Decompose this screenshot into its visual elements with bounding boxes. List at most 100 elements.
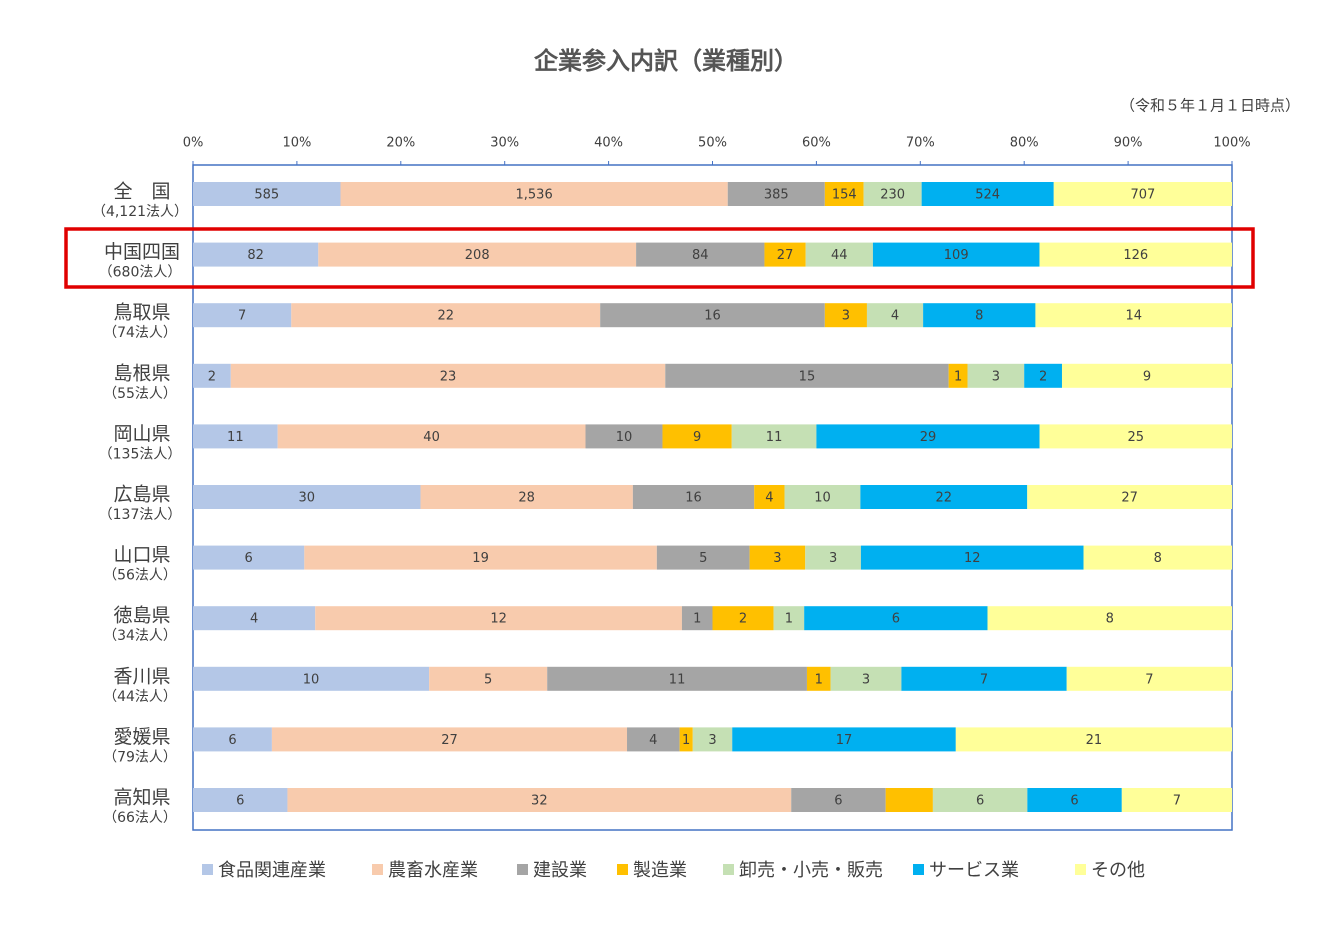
data-label: 17 [836, 733, 853, 748]
category-sublabel: （55法人） [103, 386, 177, 402]
data-label: 5 [699, 551, 707, 566]
bar-segment [193, 182, 341, 206]
bar-segment [824, 182, 864, 206]
bar-segment [921, 182, 1054, 206]
data-label: 8 [1154, 551, 1162, 566]
bar-segment [547, 666, 807, 691]
data-label: 126 [1123, 248, 1148, 263]
bar-segment [1039, 424, 1232, 449]
bar-segment [1061, 363, 1232, 388]
data-label: 154 [832, 188, 857, 203]
category-sublabel: （74法人） [103, 325, 177, 341]
bar-segment [749, 545, 806, 570]
legend-label: 卸売・小売・販売 [739, 860, 883, 881]
bar-segment [193, 424, 278, 449]
legend-swatch [723, 864, 734, 875]
data-label: 230 [880, 188, 905, 203]
data-label: 1 [815, 672, 823, 687]
legend-swatch [202, 864, 213, 875]
bar-segment [656, 545, 750, 570]
data-label: 6 [976, 794, 984, 809]
bar-segment [885, 788, 933, 812]
data-label: 22 [437, 309, 454, 324]
category-label: 岡山県 [113, 423, 170, 445]
data-label: 8 [975, 309, 983, 324]
data-label: 3 [829, 551, 837, 566]
x-tick-label: 90% [1114, 136, 1143, 151]
bar-segment [627, 727, 680, 752]
data-label: 21 [1086, 733, 1103, 748]
bar-segment [291, 303, 601, 328]
data-label: 1 [693, 612, 701, 627]
category-label: 島根県 [113, 362, 170, 384]
data-label: 14 [1125, 309, 1142, 324]
bar-segment [193, 485, 421, 509]
bar-segment [764, 242, 806, 267]
bar-segment [987, 606, 1232, 631]
bar-segment [791, 788, 886, 812]
bar-segment [692, 727, 733, 752]
bar-segment [816, 424, 1040, 449]
data-label: 29 [920, 430, 937, 445]
legend-swatch [1075, 864, 1086, 875]
data-label: 4 [250, 612, 258, 627]
data-label: 16 [704, 309, 721, 324]
data-label: 84 [692, 248, 709, 263]
data-label: 11 [227, 430, 244, 445]
data-label: 524 [975, 188, 1000, 203]
data-label: 2 [739, 612, 747, 627]
bar-segment [193, 303, 292, 328]
data-label: 7 [238, 309, 246, 324]
bar-segment [318, 242, 637, 267]
data-label: 1 [785, 612, 793, 627]
data-label: 2 [208, 369, 216, 384]
bar-segment [754, 485, 785, 509]
bar-segment [1024, 363, 1062, 388]
bar-segment [805, 242, 873, 267]
bar-segment [806, 666, 831, 691]
data-label: 4 [649, 733, 657, 748]
data-label: 7 [1145, 672, 1153, 687]
legend-label: 製造業 [633, 860, 687, 881]
data-label: 10 [616, 430, 633, 445]
legend-swatch [617, 864, 628, 875]
category-sublabel: （680法人） [99, 265, 182, 281]
bar-segment [732, 727, 956, 752]
bar-segment [967, 363, 1025, 388]
data-label: 16 [685, 491, 702, 506]
x-tick-label: 20% [386, 136, 415, 151]
data-label: 28 [518, 491, 535, 506]
data-label: 6 [236, 794, 244, 809]
highlight-box [64, 227, 1255, 289]
data-label: 10 [814, 491, 831, 506]
data-label: 109 [944, 248, 969, 263]
data-label: 27 [777, 248, 794, 263]
bar-segment [830, 666, 902, 691]
data-label: 10 [303, 672, 320, 687]
bar-segment [636, 242, 765, 267]
data-label: 6 [1070, 794, 1078, 809]
data-label: 1,536 [516, 188, 553, 203]
data-label: 7 [1173, 794, 1181, 809]
data-label: 25 [1128, 430, 1145, 445]
x-tick-label: 40% [594, 136, 623, 151]
data-label: 3 [708, 733, 716, 748]
data-label: 3 [862, 672, 870, 687]
data-label: 6 [228, 733, 236, 748]
bar-segment [1053, 182, 1232, 206]
bar-segment [287, 788, 792, 812]
bar-segment [230, 363, 666, 388]
bar-segment [193, 666, 430, 691]
chart-subtitle: （令和５年１月１日時点） [1120, 97, 1300, 115]
bar-segment [193, 788, 288, 812]
data-label: 19 [472, 551, 489, 566]
category-sublabel: （137法人） [99, 507, 182, 523]
bar-segment [901, 666, 1067, 691]
bar-segment [1066, 666, 1232, 691]
category-sublabel: （135法人） [99, 446, 182, 462]
data-label: 22 [936, 491, 953, 506]
bar-segment [860, 485, 1028, 509]
data-label: 23 [440, 369, 457, 384]
legend-label: 食品関連産業 [218, 860, 326, 881]
category-label: 徳島県 [113, 605, 170, 627]
